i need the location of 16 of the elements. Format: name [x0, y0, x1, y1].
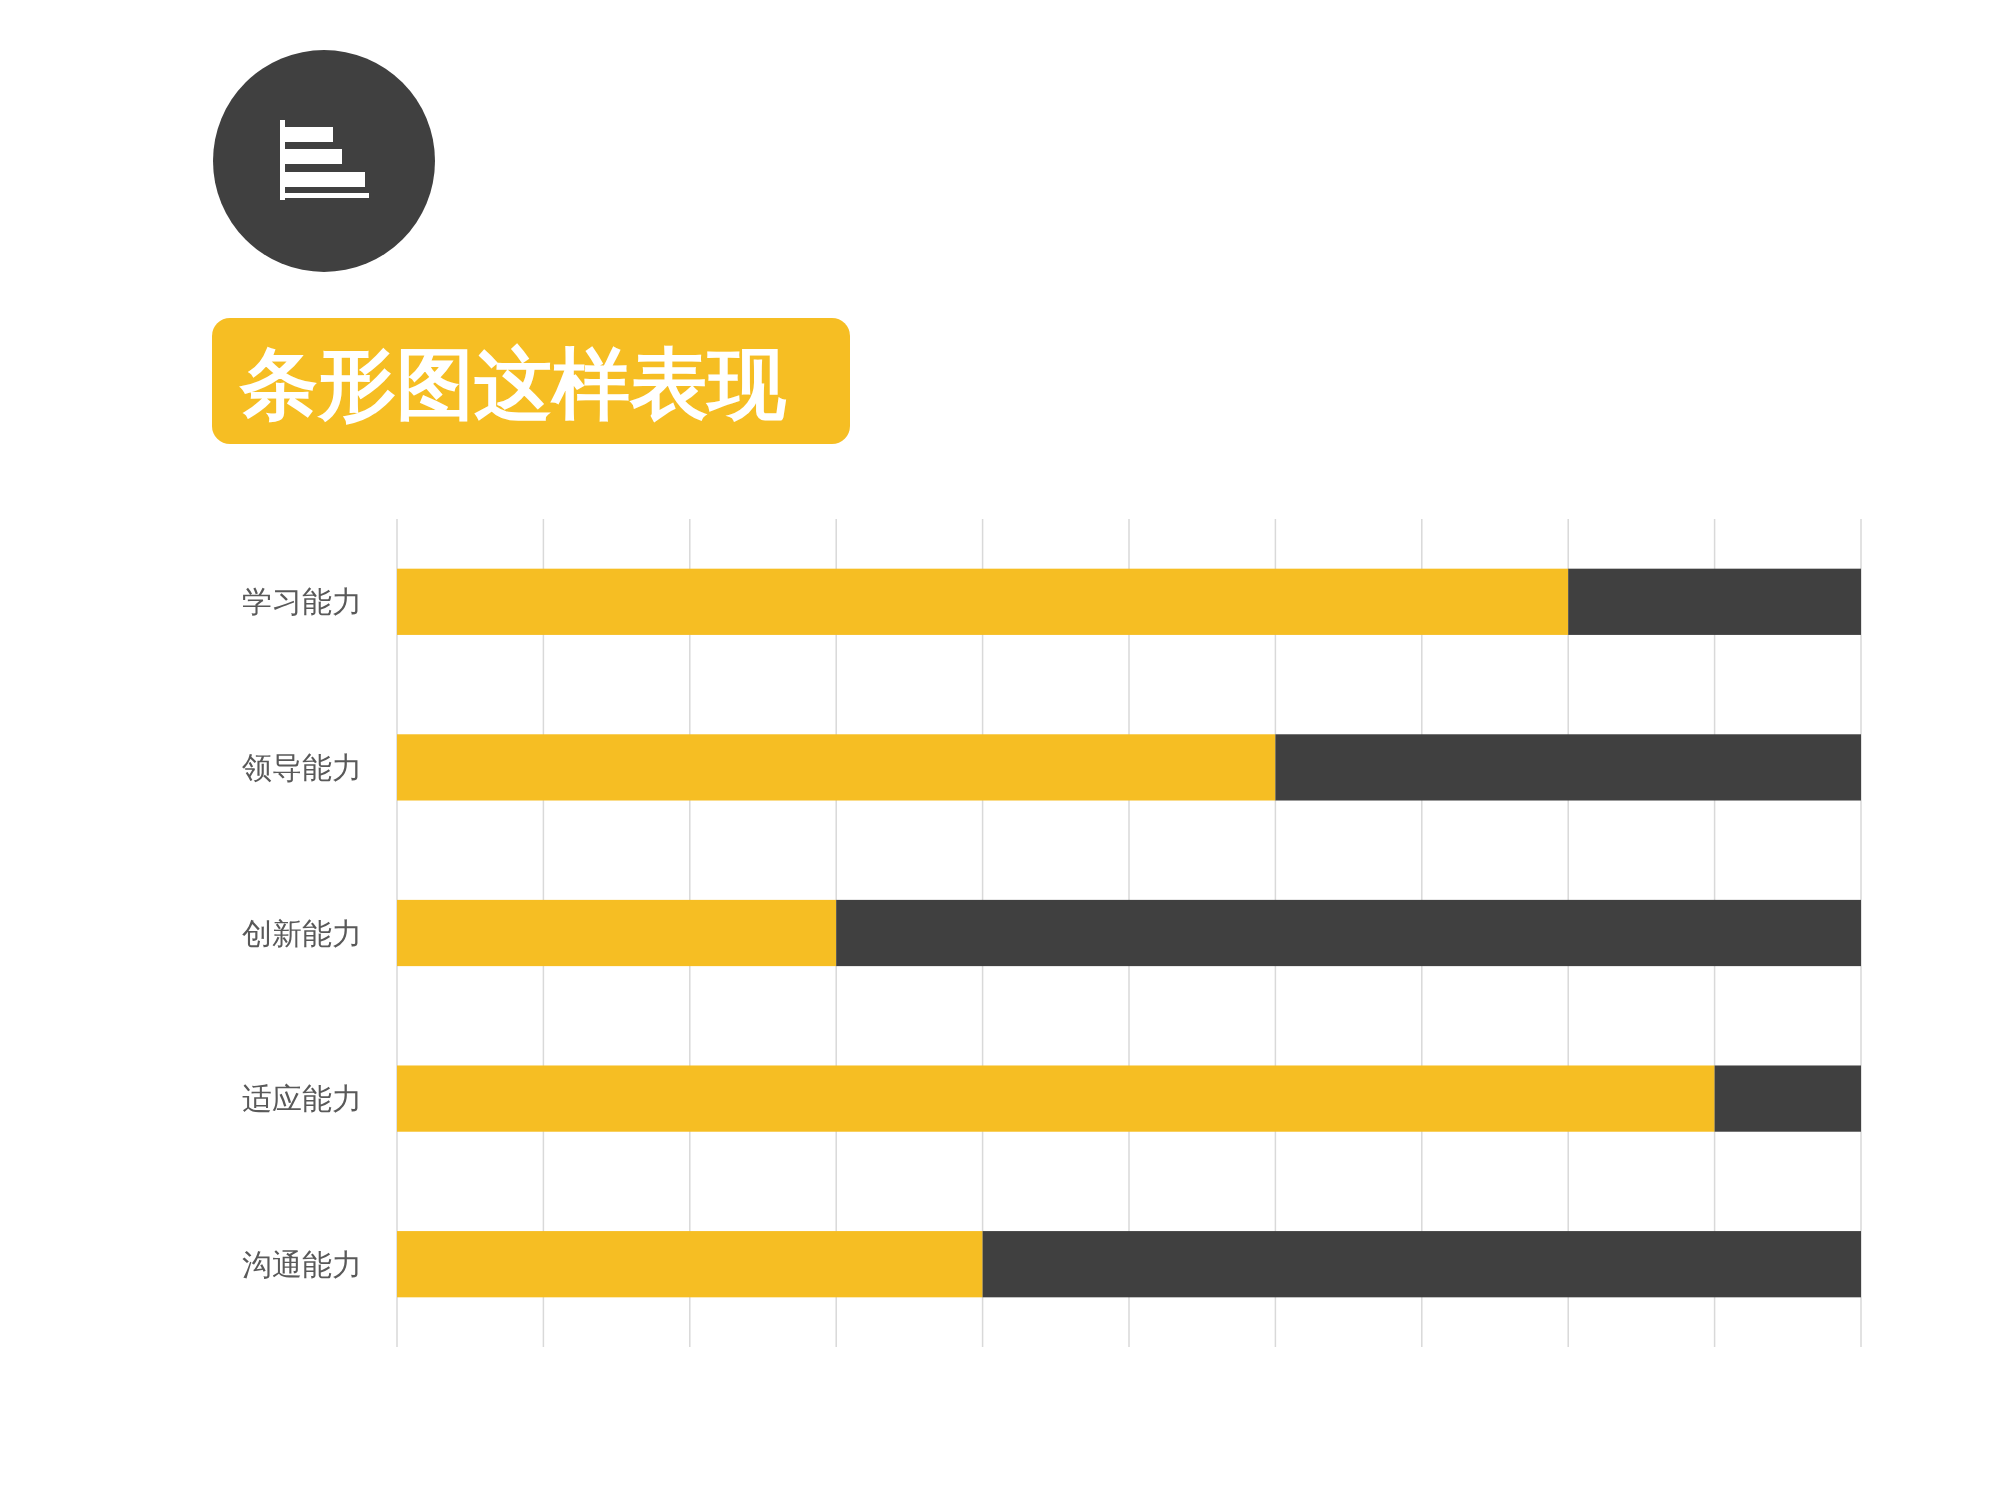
- chart-title: 条形图这样表现: [239, 339, 787, 429]
- bar: [1568, 568, 1861, 635]
- y-tick-label: 沟通能力: [242, 1246, 362, 1282]
- bar: [982, 1231, 1861, 1298]
- y-tick-label: 创新能力: [242, 915, 362, 951]
- y-tick-label: 领导能力: [242, 749, 362, 785]
- bar: [397, 568, 1569, 635]
- bar: [397, 1065, 1715, 1132]
- y-tick-label: 学习能力: [242, 584, 362, 620]
- bar: [397, 899, 837, 967]
- y-tick-label: 适应能力: [242, 1081, 362, 1117]
- bar: [836, 899, 1861, 967]
- bar: [397, 1231, 983, 1298]
- bar: [1275, 734, 1861, 801]
- bar: [397, 734, 1276, 801]
- bar: [1714, 1065, 1861, 1132]
